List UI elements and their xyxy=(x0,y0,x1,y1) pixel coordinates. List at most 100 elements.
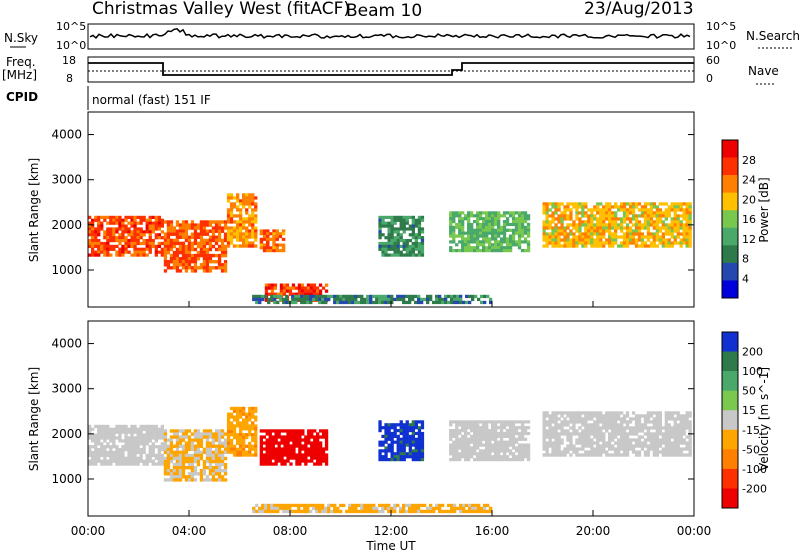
echo-cell xyxy=(121,456,125,460)
echo-cell xyxy=(184,466,189,470)
echo-cell xyxy=(599,214,603,218)
echo-cell xyxy=(88,445,92,449)
echo-cell xyxy=(172,453,177,458)
echo-cell xyxy=(278,249,283,253)
echo-cell xyxy=(139,433,143,437)
echo-cell xyxy=(602,226,606,230)
echo-cell xyxy=(214,466,219,470)
echo-cell xyxy=(620,432,624,436)
echo-cell xyxy=(667,417,671,421)
echo-cell xyxy=(517,220,522,224)
echo-cell xyxy=(649,414,654,418)
echo-cell xyxy=(288,503,292,508)
echo-cell xyxy=(545,238,549,242)
echo-cell xyxy=(130,427,134,431)
echo-cell xyxy=(193,435,198,439)
echo-cell xyxy=(157,448,161,452)
echo-cell xyxy=(545,441,549,445)
echo-cell xyxy=(590,450,594,454)
echo-cell xyxy=(614,429,618,433)
echo-cell xyxy=(399,227,403,231)
nave-label: Nave xyxy=(748,64,779,78)
echo-cell xyxy=(270,294,274,299)
echo-cell xyxy=(229,226,234,230)
echo-cell xyxy=(670,217,674,221)
echo-cell xyxy=(259,240,264,244)
echo-cell xyxy=(557,441,561,445)
echo-cell xyxy=(499,214,504,218)
echo-cell xyxy=(124,227,128,231)
echo-cell xyxy=(599,232,603,236)
echo-cell xyxy=(560,441,564,445)
echo-cell xyxy=(578,241,582,245)
echo-cell xyxy=(426,297,430,302)
echo-cell xyxy=(661,450,665,454)
echo-cell xyxy=(342,294,346,299)
echo-cell xyxy=(417,434,422,438)
echo-cell xyxy=(682,453,686,457)
echo-cell xyxy=(139,450,143,455)
echo-cell xyxy=(655,223,659,227)
echo-cell xyxy=(157,450,161,455)
echo-cell xyxy=(584,429,588,433)
echo-cell xyxy=(160,433,164,437)
echo-cell xyxy=(655,232,659,236)
echo-cell xyxy=(226,214,231,218)
echo-cell xyxy=(605,238,609,242)
echo-cell xyxy=(572,223,576,227)
echo-cell xyxy=(217,450,222,455)
echo-cell xyxy=(273,283,278,287)
echo-cell xyxy=(254,232,258,236)
echo-cell xyxy=(505,434,510,438)
echo-cell xyxy=(599,241,603,245)
echo-cell xyxy=(637,235,642,239)
echo-cell xyxy=(91,459,95,463)
echo-cell xyxy=(523,446,528,450)
echo-cell xyxy=(112,236,116,240)
echo-cell xyxy=(239,229,243,233)
echo-cell xyxy=(520,437,525,441)
echo-cell xyxy=(474,509,478,514)
echo-cell xyxy=(271,435,275,439)
echo-cell xyxy=(396,239,400,243)
echo-cell xyxy=(563,226,567,230)
echo-cell xyxy=(220,226,225,230)
echo-cell xyxy=(313,444,317,448)
echo-cell xyxy=(649,217,654,221)
echo-cell xyxy=(596,450,600,454)
echo-cell xyxy=(251,453,255,457)
echo-cell xyxy=(157,427,161,431)
echo-cell xyxy=(271,444,275,448)
echo-cell xyxy=(127,445,131,449)
echo-cell xyxy=(551,441,555,445)
echo-cell xyxy=(545,411,549,415)
echo-cell xyxy=(560,244,564,248)
echo-cell xyxy=(679,450,683,454)
echo-cell xyxy=(181,253,186,258)
echo-cell xyxy=(462,503,466,508)
echo-cell xyxy=(251,436,255,440)
echo-cell xyxy=(520,420,525,424)
echo-cell xyxy=(148,239,152,243)
echo-cell xyxy=(172,466,177,470)
echo-cell xyxy=(548,238,552,242)
echo-cell xyxy=(258,506,262,511)
echo-cell xyxy=(488,214,492,218)
echo-cell xyxy=(199,253,204,258)
echo-cell xyxy=(208,253,213,258)
echo-cell xyxy=(584,238,588,242)
echo-cell xyxy=(100,445,104,449)
echo-cell xyxy=(315,292,320,296)
echo-cell xyxy=(236,418,240,422)
echo-cell xyxy=(184,263,189,267)
echo-cell xyxy=(285,503,289,508)
echo-cell xyxy=(545,444,549,448)
echo-cell xyxy=(470,225,474,229)
echo-cell xyxy=(584,244,588,248)
echo-cell xyxy=(402,509,406,514)
echo-cell xyxy=(354,509,358,514)
echo-cell xyxy=(142,239,146,243)
echo-cell xyxy=(202,269,207,273)
echo-cell xyxy=(655,217,659,221)
echo-cell xyxy=(511,217,516,221)
